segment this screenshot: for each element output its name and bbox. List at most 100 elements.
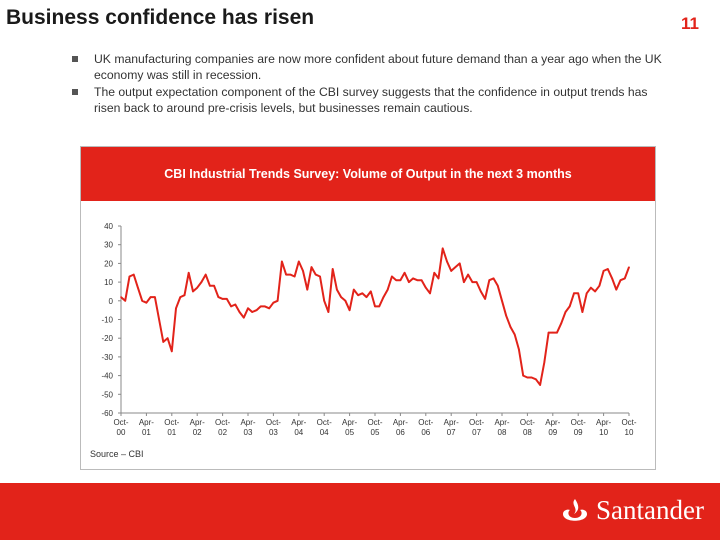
data-point bbox=[496, 285, 499, 287]
bullet-item: UK manufacturing companies are now more … bbox=[72, 51, 672, 83]
data-point bbox=[594, 290, 596, 293]
data-point bbox=[314, 273, 317, 276]
data-point bbox=[471, 281, 474, 283]
data-point bbox=[289, 273, 292, 276]
y-tick-label: -30 bbox=[101, 353, 113, 362]
x-tick-label: Apr-03 bbox=[240, 418, 255, 437]
data-point bbox=[505, 314, 508, 317]
data-point bbox=[154, 296, 156, 298]
data-point bbox=[238, 311, 241, 313]
data-point bbox=[560, 322, 563, 325]
slide-number: 11 bbox=[681, 14, 699, 33]
data-point bbox=[251, 311, 254, 313]
data-point bbox=[590, 286, 592, 289]
data-point bbox=[242, 316, 245, 319]
data-point bbox=[230, 305, 232, 308]
x-tick-label: Apr-04 bbox=[291, 418, 306, 437]
data-point bbox=[585, 292, 588, 295]
data-point bbox=[403, 271, 406, 274]
x-tick-label: Oct-07 bbox=[469, 418, 484, 437]
data-point bbox=[247, 307, 249, 310]
data-point bbox=[374, 305, 376, 308]
x-tick-label: Oct-06 bbox=[418, 418, 433, 437]
data-point bbox=[429, 292, 431, 295]
data-point bbox=[331, 268, 334, 270]
data-point bbox=[336, 288, 338, 291]
data-point bbox=[145, 301, 148, 304]
data-point bbox=[535, 378, 537, 381]
data-point bbox=[293, 275, 296, 278]
data-point bbox=[285, 273, 287, 276]
x-tick-label: Oct-01 bbox=[164, 418, 179, 437]
brand-logo: Santander bbox=[560, 495, 704, 526]
data-point bbox=[298, 260, 300, 263]
data-point bbox=[416, 279, 419, 282]
data-point bbox=[120, 296, 122, 298]
santander-flame-icon bbox=[563, 498, 588, 521]
square-bullet-icon bbox=[72, 89, 78, 95]
bullet-text: UK manufacturing companies are now more … bbox=[94, 52, 662, 82]
slide-title: Business confidence has risen bbox=[6, 6, 315, 29]
y-tick-label: 10 bbox=[104, 278, 113, 287]
y-tick-label: -60 bbox=[101, 409, 113, 418]
y-tick-label: -10 bbox=[101, 316, 113, 325]
x-tick-label: Apr-02 bbox=[190, 418, 205, 437]
data-point bbox=[340, 296, 342, 298]
data-point bbox=[175, 307, 177, 310]
data-point bbox=[628, 266, 630, 268]
data-point bbox=[492, 277, 495, 280]
data-point bbox=[615, 288, 618, 291]
data-point bbox=[480, 290, 482, 293]
bullet-item: The output expectation component of the … bbox=[72, 84, 672, 116]
data-point bbox=[259, 305, 262, 308]
brand-name: Santander bbox=[596, 495, 704, 525]
data-point bbox=[607, 268, 609, 270]
data-point bbox=[552, 331, 554, 334]
data-point bbox=[573, 292, 575, 295]
data-point bbox=[192, 290, 194, 293]
data-point bbox=[234, 303, 237, 306]
x-tick-label: Apr-10 bbox=[596, 418, 611, 437]
x-tick-label: Oct-10 bbox=[621, 418, 636, 437]
data-point bbox=[310, 266, 313, 268]
x-tick-label: Oct-00 bbox=[113, 418, 128, 437]
data-point bbox=[611, 277, 613, 280]
data-point bbox=[272, 301, 275, 304]
output-expectations-line bbox=[120, 247, 630, 386]
data-point bbox=[602, 270, 605, 272]
data-point bbox=[382, 296, 385, 298]
data-point bbox=[454, 266, 457, 268]
y-tick-label: 40 bbox=[104, 222, 113, 231]
y-tick-label: -50 bbox=[101, 390, 113, 399]
data-point bbox=[458, 262, 461, 265]
data-point bbox=[437, 277, 440, 280]
data-point bbox=[196, 286, 198, 289]
chart-panel: CBI Industrial Trends Survey: Volume of … bbox=[80, 146, 656, 470]
y-tick-label: 0 bbox=[109, 297, 114, 306]
y-tick-label: 20 bbox=[104, 259, 113, 268]
data-point bbox=[467, 273, 469, 276]
data-point bbox=[132, 273, 135, 276]
y-tick-label: -40 bbox=[101, 372, 113, 381]
data-point bbox=[264, 305, 266, 308]
footer-bar: Santander bbox=[0, 483, 720, 540]
data-point bbox=[488, 279, 491, 282]
data-point bbox=[124, 300, 127, 302]
x-tick-label: Apr-01 bbox=[139, 418, 154, 437]
data-point bbox=[149, 296, 152, 298]
chart-title: CBI Industrial Trends Survey: Volume of … bbox=[164, 167, 572, 181]
data-point bbox=[323, 300, 325, 302]
y-tick-label: -20 bbox=[101, 334, 113, 343]
data-point bbox=[221, 298, 224, 300]
x-tick-label: Apr-07 bbox=[444, 418, 459, 437]
data-point bbox=[420, 279, 423, 282]
data-point bbox=[395, 279, 397, 282]
data-point bbox=[509, 326, 512, 328]
y-tick-label: 30 bbox=[104, 241, 113, 250]
data-point bbox=[268, 307, 270, 310]
data-point bbox=[327, 311, 330, 313]
x-tick-label: Oct-09 bbox=[571, 418, 586, 437]
data-point bbox=[513, 333, 516, 336]
x-tick-label: Oct-03 bbox=[266, 418, 281, 437]
